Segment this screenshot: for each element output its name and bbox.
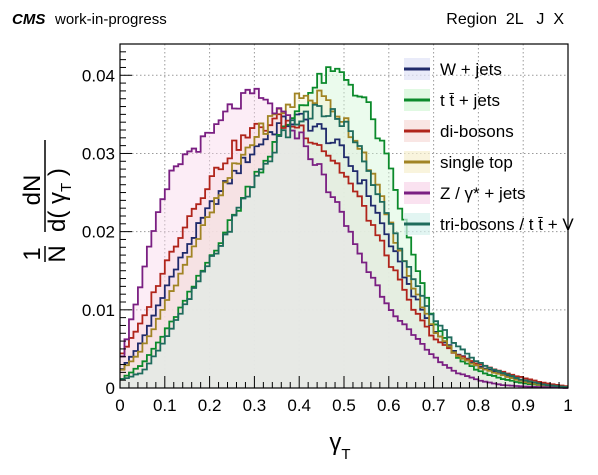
y-tick-label: 0.02 [82, 223, 115, 242]
cms-suffix: work-in-progress [54, 11, 167, 28]
x-tick-label: 0.4 [287, 396, 311, 415]
x-tick-label: 0 [115, 396, 124, 415]
x-tick-label: 0.2 [198, 396, 222, 415]
series-fill [120, 67, 568, 388]
legend-label: Z / γ* + jets [440, 184, 526, 203]
series-group [120, 66, 568, 389]
y-tick-label: 0.01 [82, 301, 115, 320]
y-tick-label: 0 [106, 379, 115, 398]
x-tick-label: 0.3 [243, 396, 267, 415]
x-axis-title: γT [329, 429, 350, 463]
axis-ticks: 0 0.1 0.2 0.3 0.4 0.5 0.6 0.7 0.8 0.9 1 0 0.01 0.02 0.… [82, 43, 573, 415]
y-axis-title: 1 N dN d( γT ) [19, 140, 75, 263]
legend-label: W + jets [440, 60, 502, 79]
series-line [120, 89, 568, 388]
x-tick-label: 0.5 [332, 396, 356, 415]
legend-label: di-bosons [440, 122, 514, 141]
legend-label: tri-bosons / t t̄ + V [440, 215, 574, 234]
x-tick-label: 0.8 [467, 396, 491, 415]
x-tick-label: 0.9 [511, 396, 535, 415]
x-tick-label: 1 [563, 396, 572, 415]
y-axis-one: 1 [19, 247, 46, 260]
y-axis-dn: dN [19, 175, 46, 206]
cms-label: CMS [12, 11, 45, 28]
series-line [120, 87, 568, 389]
x-tick-label: 0.1 [153, 396, 177, 415]
legend: W + jets t t̄ + jets di-bosons single top Z … [404, 58, 574, 235]
legend-label: single top [440, 153, 513, 172]
series-line [120, 103, 568, 388]
y-axis-n: N [44, 245, 71, 262]
y-tick-label: 0.04 [82, 66, 115, 85]
legend-label: t t̄ + jets [440, 91, 500, 110]
series-fill [120, 104, 568, 388]
x-tick-label: 0.6 [377, 396, 401, 415]
y-tick-label: 0.03 [82, 144, 115, 163]
y-axis-denominator: d( γT ) [44, 168, 75, 232]
region-label: Region 2L J X [446, 11, 564, 28]
x-tick-label: 0.7 [422, 396, 446, 415]
